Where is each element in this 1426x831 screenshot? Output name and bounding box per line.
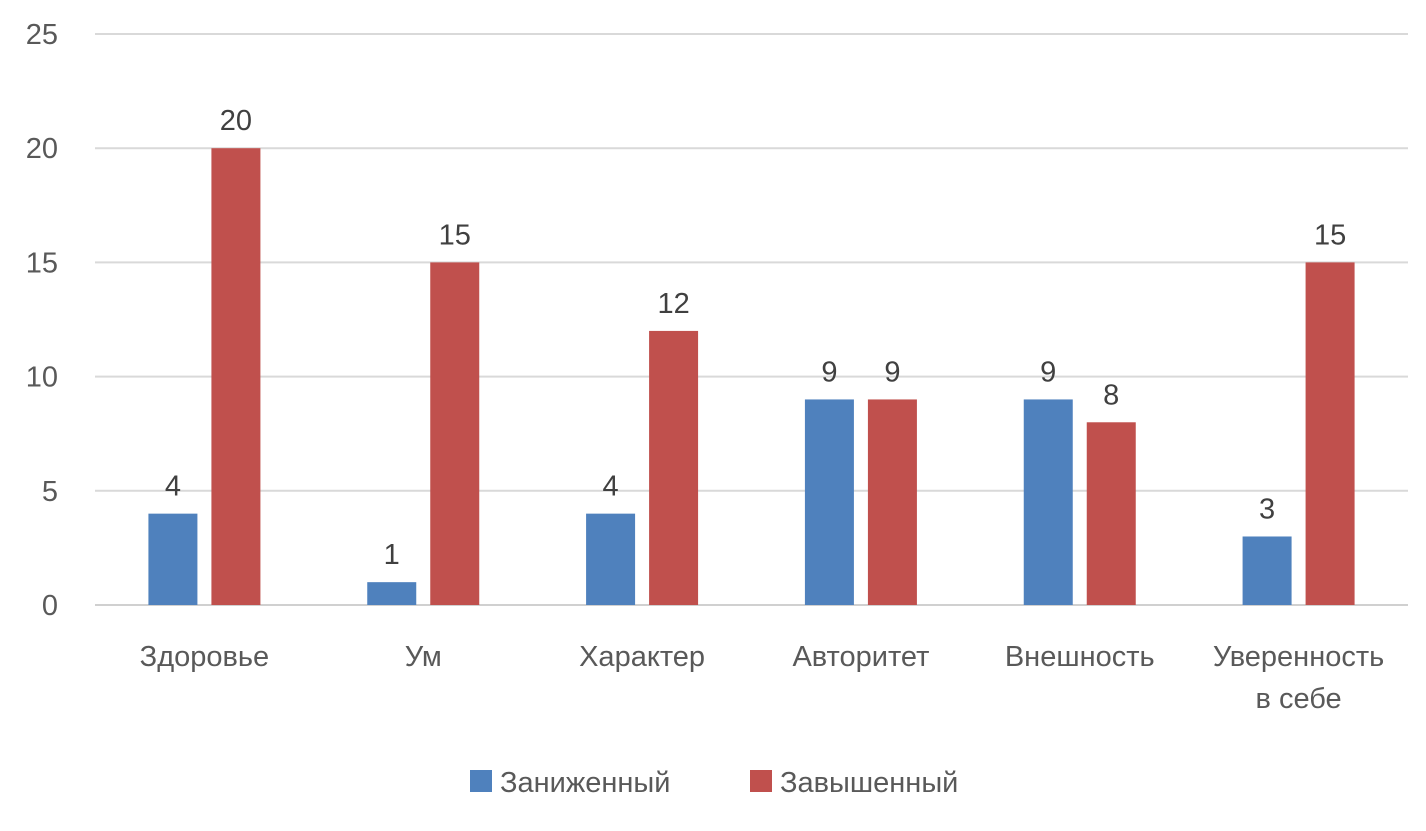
bar-overstated	[649, 330, 699, 605]
category-label: Здоровье	[140, 641, 269, 673]
category-label-line: Здоровье	[140, 641, 269, 673]
y-tick-label: 15	[26, 247, 58, 279]
bar-overstated	[867, 399, 917, 605]
data-label: 9	[821, 356, 837, 388]
bar-understated	[804, 399, 854, 605]
y-tick-label: 0	[42, 590, 58, 622]
y-tick-label: 5	[42, 476, 58, 508]
y-tick-label: 20	[26, 133, 58, 165]
legend-swatch	[750, 770, 772, 792]
bar-overstated	[211, 148, 261, 605]
bar-understated	[586, 513, 636, 605]
legend-swatch	[470, 770, 492, 792]
category-label-line: Авторитет	[792, 641, 929, 673]
bar-overstated	[1086, 422, 1136, 605]
data-labels: 4 20 1 15 4 12 9 9 9 8 3 15	[165, 105, 1346, 571]
data-label: 4	[165, 471, 181, 503]
gridlines	[95, 33, 1408, 606]
data-label: 3	[1259, 493, 1275, 525]
data-label: 9	[884, 356, 900, 388]
legend-label: Завышенный	[780, 767, 958, 799]
data-label: 9	[1040, 356, 1056, 388]
data-label: 1	[384, 539, 400, 571]
legend-label: Заниженный	[500, 767, 670, 799]
bar-understated	[1242, 536, 1292, 605]
data-label: 4	[603, 471, 619, 503]
category-label-line: Уверенность	[1213, 641, 1384, 673]
category-label: Характер	[579, 641, 705, 673]
y-tick-label: 10	[26, 362, 58, 394]
category-label: Ум	[405, 641, 442, 673]
bar-understated	[1023, 399, 1073, 605]
category-label-line: в себе	[1255, 683, 1341, 715]
legend: Заниженный Завышенный	[470, 767, 958, 799]
data-label: 15	[1314, 219, 1346, 251]
data-label: 12	[657, 288, 689, 320]
bar-understated	[367, 582, 417, 605]
x-axis-categories: Здоровье Ум Характер Авторитет Внешность Увер…	[140, 641, 1385, 715]
bars	[148, 148, 1355, 605]
data-label: 15	[439, 219, 471, 251]
category-label: Авторитет	[792, 641, 929, 673]
category-label-line: Внешность	[1005, 641, 1155, 673]
category-label-line: Характер	[579, 641, 705, 673]
bar-understated	[148, 513, 198, 605]
category-label: Внешность	[1005, 641, 1155, 673]
y-tick-label: 25	[26, 19, 58, 51]
bar-overstated	[430, 262, 480, 605]
data-label: 8	[1103, 379, 1119, 411]
y-axis-ticks: 0 5 10 15 20 25	[26, 19, 58, 622]
data-label: 20	[220, 105, 252, 137]
category-label: Уверенность в себе	[1213, 641, 1384, 715]
bar-overstated	[1305, 262, 1355, 605]
category-label-line: Ум	[405, 641, 442, 673]
